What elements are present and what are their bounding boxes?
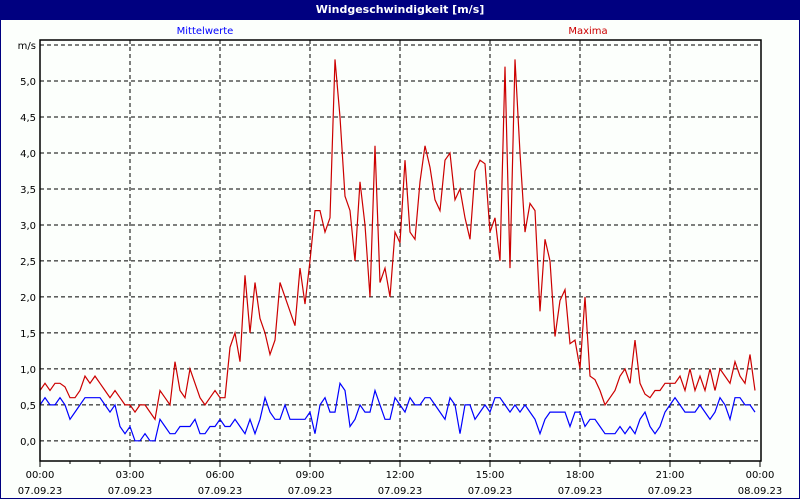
y-tick-label: 5,0 (20, 77, 36, 88)
x-tick-date: 08.09.23 (738, 486, 783, 497)
y-tick-label: 2,5 (20, 257, 36, 268)
y-tick-label: 2,0 (20, 293, 36, 304)
series-line-maxima (39, 59, 756, 421)
x-tick-time: 03:00 (116, 470, 145, 481)
x-tick-date: 07.09.23 (288, 486, 333, 497)
plot-area (39, 39, 762, 462)
x-tick-date: 07.09.23 (198, 486, 243, 497)
y-tick-label: 4,0 (20, 149, 36, 160)
x-tick-time: 06:00 (206, 470, 235, 481)
grid (40, 40, 760, 461)
x-tick-date: 07.09.23 (468, 486, 513, 497)
x-tick-time: 15:00 (476, 470, 505, 481)
x-tick-time: 00:00 (746, 470, 775, 481)
x-tick-time: 12:00 (386, 470, 415, 481)
x-tick-date: 07.09.23 (108, 486, 153, 497)
y-tick-label: 3,5 (20, 185, 36, 196)
series-lines (39, 59, 756, 442)
y-tick-label: 3,0 (20, 221, 36, 232)
y-tick-label: 4,5 (20, 113, 36, 124)
series-line-mittelwerte (39, 381, 756, 442)
y-axis-unit: m/s (18, 41, 36, 52)
y-tick-label: 0,5 (20, 401, 36, 412)
x-tick-date: 07.09.23 (18, 486, 63, 497)
y-tick-label: 0,0 (20, 437, 36, 448)
y-tick-label: 1,5 (20, 329, 36, 340)
x-tick-date: 07.09.23 (378, 486, 423, 497)
x-tick-time: 00:00 (26, 470, 55, 481)
y-tick-label: 1,0 (20, 365, 36, 376)
legend-mittelwerte: Mittelwerte (177, 26, 234, 37)
y-ticks: 0,0 0,5 1,0 1,5 2,0 2,5 3,0 3,5 4,0 4,5 5,0 (20, 77, 36, 448)
legend-maxima: Maxima (568, 26, 607, 37)
x-tick-date: 07.09.23 (558, 486, 603, 497)
window-title: Windgeschwindigkeit [m/s] (0, 0, 800, 20)
x-ticks: 00:00 07.09.23 03:00 07.09.23 06:00 07.09.23 0… (18, 461, 783, 497)
x-tick-time: 21:00 (656, 470, 685, 481)
x-tick-date: 07.09.23 (648, 486, 693, 497)
x-tick-time: 09:00 (296, 470, 325, 481)
x-tick-time: 18:00 (566, 470, 595, 481)
